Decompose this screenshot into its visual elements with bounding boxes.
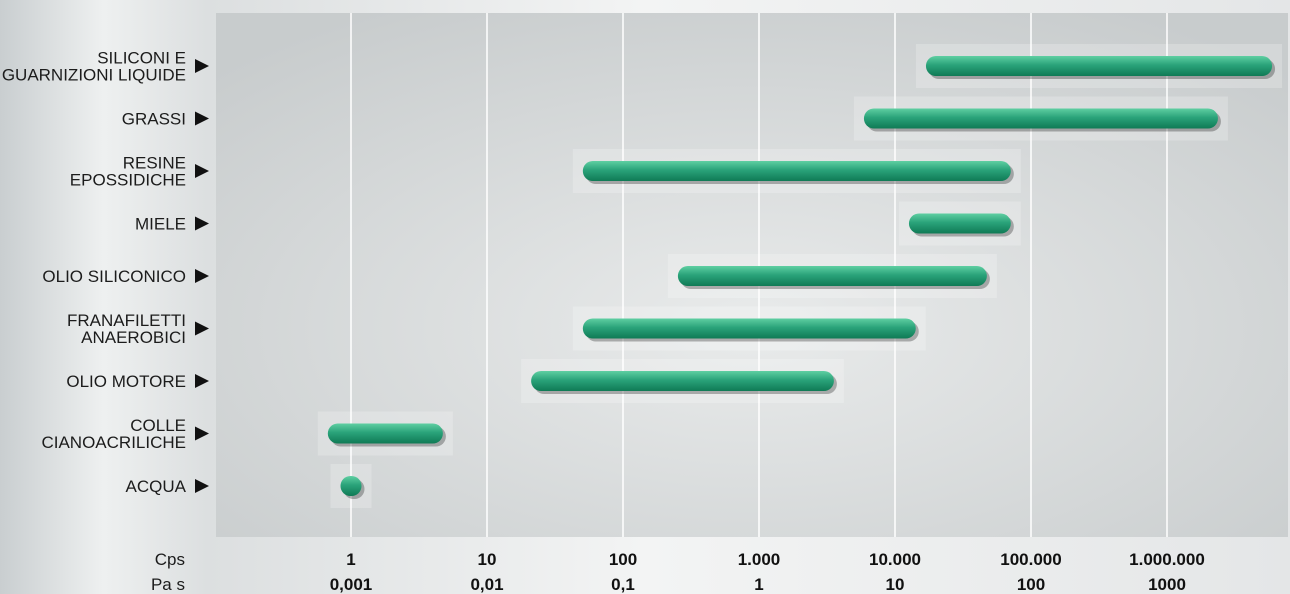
category-label: ANAEROBICI [81,328,186,347]
axis-name-cps: Cps [155,550,185,569]
pointer-arrow-icon [195,426,209,441]
category-label: FRANAFILETTI [67,311,186,330]
pointer-arrow-icon [195,321,209,336]
range-bar [863,108,1218,129]
x-tick-label-pas: 10 [886,575,905,594]
range-bar [531,371,834,391]
bars [317,44,1283,508]
range-bar [582,318,916,339]
range-bar [327,423,443,444]
category-label: GUARNIZIONI LIQUIDE [2,66,186,85]
pointer-arrow-icon [195,374,209,388]
range-bar [582,161,1011,181]
pointer-arrow-icon [195,479,209,493]
category-label: CIANOACRILICHE [41,433,186,452]
x-tick-label-pas: 0,1 [611,575,635,594]
category-label: RESINE [123,154,186,173]
range-bar [908,213,1011,234]
x-tick-label-pas: 100 [1017,575,1045,594]
x-axis: Cps Pa s 1 0,001 10 0,01 100 0,1 1.000 1 10.000 1… [151,550,1205,594]
x-tick-label-cps: 10.000 [869,550,921,569]
category-label: GRASSI [122,110,186,129]
x-tick-label-cps: 100 [609,550,637,569]
axis-name-pas: Pa s [151,575,185,594]
x-tick-label-cps: 10 [478,550,497,569]
range-bar [925,56,1273,76]
x-tick-label-pas: 1000 [1148,575,1186,594]
pointer-arrow-icon [195,269,209,283]
pointer-arrow-icon [195,164,209,178]
category-label: MIELE [135,215,186,234]
category-label: OLIO SILICONICO [42,267,186,286]
category-label: SILICONI E [97,49,186,68]
x-tick-label-pas: 0,001 [330,575,373,594]
pointer-arrow-icon [195,111,209,126]
x-tick-label-cps: 1.000 [738,550,781,569]
category-label: COLLE [130,416,186,435]
x-tick-label-cps: 100.000 [1000,550,1061,569]
x-tick-label-cps: 1.000.000 [1129,550,1205,569]
pointer-arrow-icon [195,59,209,73]
x-tick-label-pas: 1 [754,575,763,594]
pointer-arrow-icon [195,216,209,231]
x-tick-label-cps: 1 [346,550,355,569]
category-label: EPOSSIDICHE [70,171,186,190]
category-label: OLIO MOTORE [66,372,186,391]
range-bar [677,266,987,286]
category-label: ACQUA [126,477,187,496]
range-bar [340,476,362,496]
x-tick-label-pas: 0,01 [470,575,503,594]
grid-lines [350,13,1168,537]
